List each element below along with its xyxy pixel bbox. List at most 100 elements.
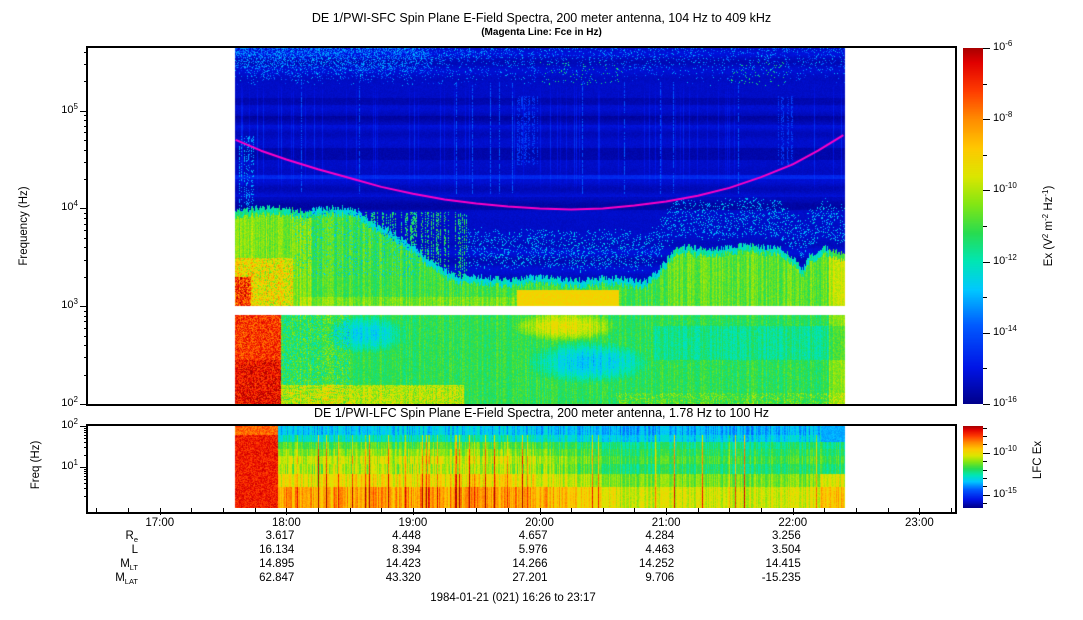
time-minor-tick — [96, 508, 97, 512]
sfc-spectrogram-canvas — [88, 48, 955, 404]
time-minor-tick — [698, 508, 699, 512]
time-tick-label: 20:00 — [525, 517, 554, 529]
sfc-y-minor-tick — [84, 64, 88, 65]
ephemeris-value: 4.657 — [518, 530, 548, 542]
lfc-y-minor-tick — [84, 435, 88, 436]
time-minor-tick — [888, 508, 889, 512]
time-major-tick — [793, 508, 794, 515]
ephemeris-value: 43.320 — [385, 572, 421, 584]
time-minor-tick — [571, 508, 572, 512]
time-minor-tick — [445, 508, 446, 512]
cb2-tick-label: 10-15 — [993, 486, 1017, 500]
time-minor-tick — [508, 508, 509, 512]
time-minor-tick — [223, 508, 224, 512]
time-minor-tick — [856, 508, 857, 512]
sfc-y-minor-tick — [84, 218, 88, 219]
sfc-y-minor-tick — [84, 52, 88, 53]
time-minor-tick — [951, 508, 952, 512]
lfc-y-minor-tick — [84, 442, 88, 443]
sfc-y-minor-tick — [84, 230, 88, 231]
cb1-major-tick — [983, 48, 990, 49]
ephemeris-value: 4.463 — [645, 544, 675, 556]
time-major-tick — [540, 508, 541, 515]
sfc-y-minor-tick — [84, 224, 88, 225]
cb1-major-tick — [983, 333, 990, 334]
ephemeris-value: 3.617 — [265, 530, 295, 542]
sfc-y-major-tick — [80, 208, 88, 209]
sfc-plot-panel — [86, 46, 957, 406]
cb2-minor-tick — [983, 503, 987, 504]
time-tick-label: 22:00 — [778, 517, 808, 529]
time-minor-tick — [191, 508, 192, 512]
cb2-major-tick — [983, 453, 990, 454]
cb2-minor-tick — [983, 478, 987, 479]
sfc-y-major-tick — [80, 306, 88, 307]
lfc-y-major-tick — [80, 426, 88, 427]
cb1-tick-label: 10-12 — [993, 253, 1017, 267]
ephemeris-value: 8.394 — [392, 544, 421, 556]
time-major-tick — [413, 508, 414, 515]
sfc-y-minor-tick — [84, 213, 88, 214]
cb2-major-tick — [983, 495, 990, 496]
ephemeris-value: -15.235 — [761, 572, 801, 584]
sfc-y-tick-label: 102 — [61, 395, 78, 409]
time-tick-label: 18:00 — [271, 517, 301, 529]
lfc-y-minor-tick — [84, 469, 88, 470]
sfc-colorbar — [963, 48, 983, 404]
time-minor-tick — [128, 508, 129, 512]
cb1-minor-tick — [983, 368, 987, 369]
time-major-tick — [286, 508, 287, 515]
time-minor-tick — [318, 508, 319, 512]
ephemeris-value: 9.706 — [645, 572, 675, 584]
lfc-y-major-tick — [80, 467, 88, 468]
sfc-y-minor-tick — [84, 179, 88, 180]
ephemeris-value: 62.847 — [259, 572, 295, 584]
ephemeris-value: 4.448 — [392, 530, 421, 542]
sfc-y-minor-tick — [84, 120, 88, 121]
lfc-y-minor-tick — [84, 488, 88, 489]
cb2-tick-label: 10-10 — [993, 444, 1017, 458]
sfc-y-tick-label: 104 — [61, 199, 78, 213]
sfc-y-minor-tick — [84, 126, 88, 127]
lfc-title: DE 1/PWI-LFC Spin Plane E-Field Spectra,… — [313, 406, 770, 420]
lfc-colorbar — [963, 426, 983, 508]
time-minor-tick — [350, 508, 351, 512]
cb1-major-tick — [983, 262, 990, 263]
sfc-subtitle: (Magenta Line: Fce in Hz) — [481, 27, 602, 38]
lfc-y-minor-tick — [84, 473, 88, 474]
cb2-minor-tick — [983, 436, 987, 437]
sfc-y-minor-tick — [84, 150, 88, 151]
lfc-y-minor-tick — [84, 447, 88, 448]
time-major-tick — [919, 508, 920, 515]
sfc-y-minor-tick — [84, 162, 88, 163]
sfc-y-tick-label: 105 — [61, 102, 78, 116]
time-minor-tick — [476, 508, 477, 512]
cb2-minor-tick — [983, 428, 987, 429]
cb2-minor-tick — [983, 486, 987, 487]
ephemeris-value: 14.252 — [638, 558, 675, 570]
time-minor-tick — [603, 508, 604, 512]
lfc-y-minor-tick — [84, 476, 88, 477]
cb1-minor-tick — [983, 297, 987, 298]
cb1-minor-tick — [983, 226, 987, 227]
ephemeris-row-label-Re: Re — [125, 530, 138, 544]
ephemeris-row-label-MLT: MLT — [120, 558, 138, 572]
ephemeris-value: 14.266 — [512, 558, 548, 570]
ephemeris-value: 5.976 — [518, 544, 548, 556]
sfc-y-tick-label: 103 — [61, 297, 78, 311]
time-minor-tick — [381, 508, 382, 512]
sfc-y-minor-tick — [84, 311, 88, 312]
cb1-tick-label: 10-16 — [993, 395, 1017, 409]
sfc-y-minor-tick — [84, 316, 88, 317]
sfc-y-major-tick — [80, 111, 88, 112]
sfc-y-minor-tick — [84, 321, 88, 322]
sfc-y-minor-tick — [84, 132, 88, 133]
ephemeris-value: 14.423 — [385, 558, 421, 570]
lfc-y-minor-tick — [84, 430, 88, 431]
cb1-major-tick — [983, 119, 990, 120]
sfc-y-minor-tick — [84, 260, 88, 261]
cb1-tick-label: 10-6 — [993, 39, 1013, 53]
sfc-y-minor-tick — [84, 357, 88, 358]
